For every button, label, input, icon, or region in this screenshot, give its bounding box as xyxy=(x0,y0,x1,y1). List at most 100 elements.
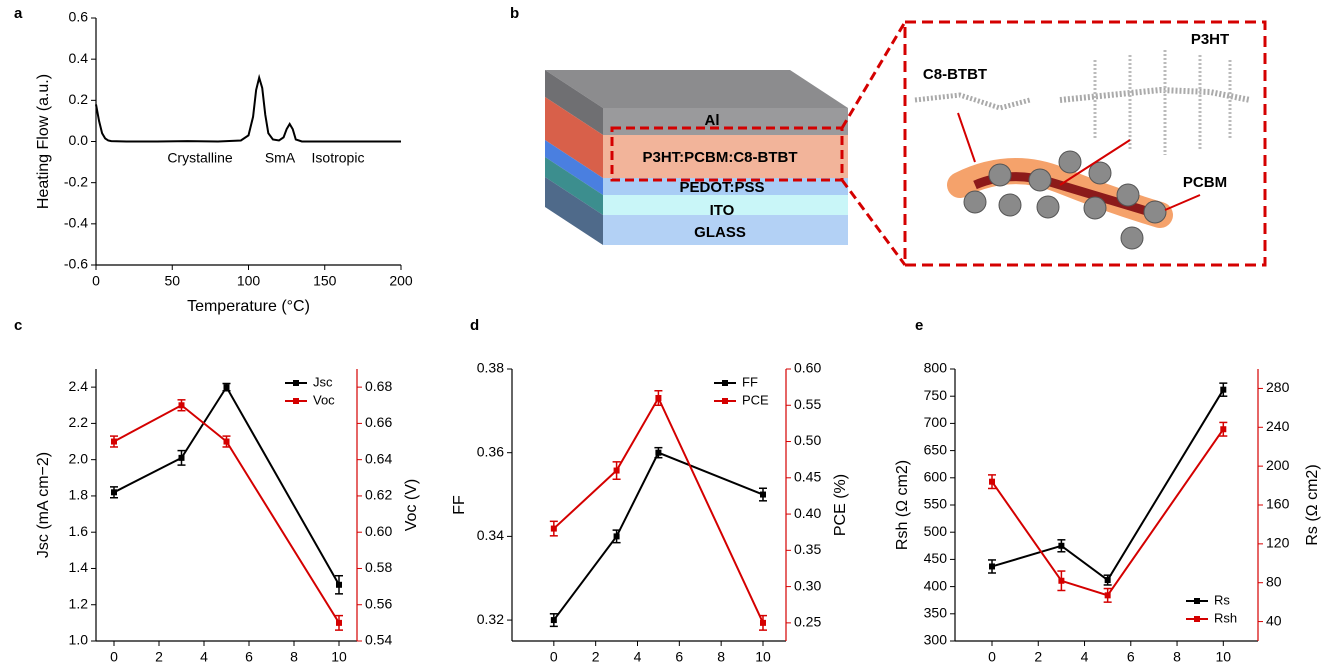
marker xyxy=(336,581,342,588)
marker xyxy=(613,533,620,540)
layer-ito xyxy=(603,195,848,215)
x-tick-label: 4 xyxy=(1081,649,1089,665)
marker xyxy=(655,395,662,402)
x-tick-label: 6 xyxy=(245,649,253,665)
series-line xyxy=(95,73,401,143)
x-tick-label: 10 xyxy=(1216,649,1232,665)
y2-tick-label: 200 xyxy=(1266,457,1290,473)
annotation: Isotropic xyxy=(312,150,365,166)
panel-label: d xyxy=(470,317,479,334)
y-tick-label: 500 xyxy=(924,523,948,539)
x-tick-label: 4 xyxy=(200,649,208,665)
y2-tick-label: 240 xyxy=(1266,418,1290,434)
x-tick-label: 50 xyxy=(164,273,180,289)
y2-tick-label: 0.62 xyxy=(365,487,392,503)
c8-btbt-molecule xyxy=(914,92,1031,111)
y2-tick-label: 280 xyxy=(1266,379,1290,395)
y2-tick-label: 120 xyxy=(1266,535,1290,551)
y-tick-label: 800 xyxy=(924,360,948,376)
y-tick-label: 0.32 xyxy=(477,611,504,627)
x-tick-label: 6 xyxy=(675,649,683,665)
y2-tick-label: 0.66 xyxy=(365,414,392,430)
layer-label: Al xyxy=(705,112,720,129)
series-line xyxy=(991,389,1225,582)
panel-label: a xyxy=(14,5,23,22)
y2-tick-label: 0.64 xyxy=(365,450,392,466)
series-line xyxy=(113,385,340,586)
y2-tick-label: 0.60 xyxy=(794,360,821,376)
x-tick-label: 10 xyxy=(331,649,347,665)
marker xyxy=(1220,386,1227,393)
marker xyxy=(759,491,766,498)
x-tick-label: 8 xyxy=(290,649,298,665)
x-tick-label: 200 xyxy=(389,273,413,289)
x-axis-label: Temperature (°C) xyxy=(187,298,310,315)
layer-active xyxy=(603,135,848,178)
y-tick-label: 0.34 xyxy=(477,527,504,543)
layer-label: GLASS xyxy=(694,224,746,241)
marker xyxy=(1104,592,1111,599)
legend-label: Rsh xyxy=(1214,610,1237,625)
panel-label: e xyxy=(915,317,923,334)
molecule-label: C8-BTBT xyxy=(923,66,987,83)
p3ht-molecule xyxy=(1059,86,1251,103)
y2-tick-label: 0.68 xyxy=(365,378,392,394)
legend-marker xyxy=(293,380,299,386)
x-tick-label: 8 xyxy=(717,649,725,665)
p3ht-chains xyxy=(1093,50,1232,155)
y-tick-label: -0.4 xyxy=(64,215,88,231)
molecule-label: P3HT xyxy=(1191,31,1229,48)
x-tick-label: 2 xyxy=(1034,649,1042,665)
zoom-line xyxy=(840,21,907,129)
legend-marker xyxy=(722,380,728,386)
y2-tick-label: 0.25 xyxy=(794,614,821,630)
legend-marker xyxy=(293,398,299,404)
y2-tick-label: 80 xyxy=(1266,573,1282,589)
marker xyxy=(1058,577,1065,584)
layer-label: P3HT:PCBM:C8-BTBT xyxy=(643,149,798,166)
y-tick-label: 600 xyxy=(924,469,948,485)
y2-tick-label: 0.45 xyxy=(794,469,821,485)
side-glass xyxy=(545,177,603,245)
y-tick-label: 2.2 xyxy=(69,414,89,430)
zoom-line xyxy=(840,179,907,266)
top-face xyxy=(545,70,848,108)
side-al xyxy=(545,70,603,135)
series-line xyxy=(113,404,340,624)
legend-label: FF xyxy=(742,374,758,389)
y-tick-label: -0.6 xyxy=(64,256,88,272)
y2-tick-label: 160 xyxy=(1266,496,1290,512)
x-tick-label: 0 xyxy=(110,649,118,665)
y-axis-label: Jsc (mA cm−2) xyxy=(35,452,52,558)
marker xyxy=(550,617,557,624)
side-active xyxy=(545,97,603,178)
arrow xyxy=(1164,194,1201,211)
y2-tick-label: 0.35 xyxy=(794,541,821,557)
y-tick-label: 300 xyxy=(924,632,948,648)
x-tick-label: 4 xyxy=(634,649,642,665)
molecules: C8-BTBT P3HT PCBM xyxy=(914,31,1251,250)
y2-axis-label: Rs (Ω cm2) xyxy=(1304,464,1321,545)
y2-tick-label: 0.30 xyxy=(794,577,821,593)
marker xyxy=(550,525,557,532)
marker xyxy=(613,467,620,474)
x-tick-label: 2 xyxy=(592,649,600,665)
y-axis-label: Rsh (Ω cm2) xyxy=(894,460,911,550)
legend-label: Voc xyxy=(313,392,335,407)
y2-tick-label: 0.50 xyxy=(794,432,821,448)
legend-label: Jsc xyxy=(313,374,333,389)
marker xyxy=(178,454,185,461)
y2-tick-label: 0.40 xyxy=(794,505,821,521)
y-tick-label: 0.4 xyxy=(69,50,89,66)
y2-tick-label: 0.58 xyxy=(365,559,392,575)
x-tick-label: 10 xyxy=(755,649,771,665)
arrow xyxy=(1059,139,1131,186)
y-tick-label: 650 xyxy=(924,441,948,457)
legend-marker xyxy=(1194,598,1200,604)
y-tick-label: 0.36 xyxy=(477,443,504,459)
molecule-label: PCBM xyxy=(1183,174,1227,191)
side-ito xyxy=(545,157,603,215)
x-tick-label: 0 xyxy=(988,649,996,665)
series-line xyxy=(553,451,764,621)
